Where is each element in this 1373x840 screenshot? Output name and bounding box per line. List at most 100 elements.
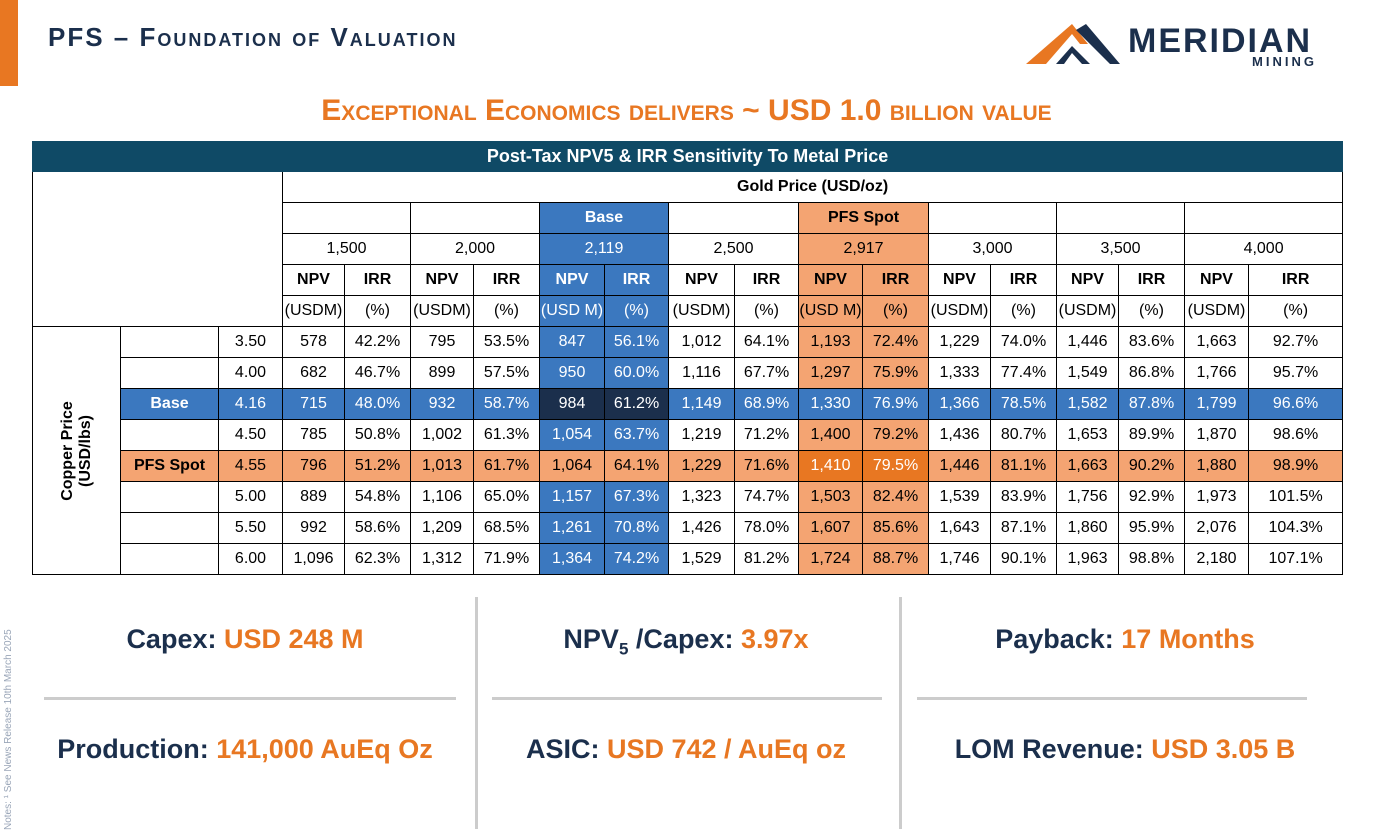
npv-header: NPV [410,264,474,296]
npv-cell: 1,426 [668,512,735,544]
blank-cell [668,202,799,234]
irr-cell: 71.2% [734,419,799,451]
irr-cell: 98.6% [1247,419,1344,451]
npv-cell: 1,096 [282,543,345,575]
divider-horizontal [44,697,456,700]
unit-cell: (%) [1118,295,1185,327]
irr-cell: 80.7% [990,419,1057,451]
irr-header: IRR [990,264,1057,296]
npv-cell: 2,076 [1184,512,1249,544]
npv-cell: 1,002 [410,419,474,451]
npv-cell: 1,366 [928,388,991,420]
payback-value: 17 Months [1121,624,1255,654]
irr-cell: 54.8% [344,481,411,513]
irr-cell: 60.0% [604,357,669,389]
asic-label: ASIC: [525,734,600,764]
copper-price-value: 4.50 [218,419,283,451]
gold-price-cell: 2,917 [798,233,929,265]
irr-header: IRR [1247,264,1344,296]
irr-cell: 95.7% [1247,357,1344,389]
npv-cell: 1,400 [798,419,863,451]
irr-cell: 79.2% [862,419,929,451]
npv-cell: 1,607 [798,512,863,544]
irr-cell: 74.2% [604,543,669,575]
row-label [120,512,219,544]
npv-cell: 932 [410,388,474,420]
irr-cell: 98.9% [1247,450,1344,482]
irr-cell: 57.5% [473,357,540,389]
irr-cell: 67.3% [604,481,669,513]
metric-capex: Capex: USD 248 M [25,624,465,655]
irr-cell: 58.7% [473,388,540,420]
copper-price-value: 5.00 [218,481,283,513]
npv-cell: 1,330 [798,388,863,420]
irr-cell: 58.6% [344,512,411,544]
irr-cell: 85.6% [862,512,929,544]
lom-revenue-label: LOM Revenue: [954,734,1144,764]
logo-name: MERIDIAN [1128,22,1313,60]
irr-cell: 61.7% [473,450,540,482]
unit-cell: (USD M) [539,295,605,327]
irr-cell: 76.9% [862,388,929,420]
table-row: PFS Spot 4.55 796 51.2% 1,013 61.7% 1,064 64.1%… [33,450,1344,482]
npv-header: NPV [539,264,605,296]
unit-cell: (%) [862,295,929,327]
npv-cell: 578 [282,326,345,358]
irr-cell: 90.1% [990,543,1057,575]
npv-cell: 715 [282,388,345,420]
table-row: Base 4.16 715 48.0% 932 58.7% 984 61.2% 1,149 68.… [33,388,1344,420]
irr-cell: 46.7% [344,357,411,389]
divider-horizontal [917,697,1307,700]
npv-cell: 1,229 [928,326,991,358]
npv-cell: 847 [539,326,605,358]
npv-cell: 899 [410,357,474,389]
npv-cell: 950 [539,357,605,389]
table-row: 5.50 992 58.6% 1,209 68.5% 1,261 70.8% 1,426 78.… [33,512,1344,544]
npv-cell: 1,013 [410,450,474,482]
gold-base-label: Base [539,202,669,234]
npv-cell: 1,323 [668,481,735,513]
npv-cell: 1,106 [410,481,474,513]
npv-cell: 1,116 [668,357,735,389]
divider-vertical [899,597,902,829]
copper-price-value: 5.50 [218,512,283,544]
irr-cell: 83.9% [990,481,1057,513]
npv-cell: 1,549 [1056,357,1119,389]
unit-cell: (%) [604,295,669,327]
npv-cell: 1,799 [1184,388,1249,420]
npv-cell: 1,446 [928,450,991,482]
npv-header: NPV [1184,264,1249,296]
irr-cell: 96.6% [1247,388,1344,420]
irr-cell: 64.1% [604,450,669,482]
unit-cell: (%) [344,295,411,327]
npv-header: NPV [668,264,735,296]
npv-cell: 1,193 [798,326,863,358]
copper-price-value: 4.55 [218,450,283,482]
npv-capex-label: NPV5 /Capex: [563,624,734,659]
accent-bar [0,0,18,86]
npv-cell: 1,653 [1056,419,1119,451]
irr-header: IRR [604,264,669,296]
irr-cell: 75.9% [862,357,929,389]
gold-price-cell: 3,000 [928,233,1057,265]
npv-header: NPV [798,264,863,296]
irr-cell: 81.2% [734,543,799,575]
table-row: Copper Price (USD/lbs) 3.50 578 42.2% 795 53.5… [32,326,1344,575]
irr-header: IRR [862,264,929,296]
irr-cell: 86.8% [1118,357,1185,389]
irr-cell: 70.8% [604,512,669,544]
irr-cell: 71.9% [473,543,540,575]
npv-cell: 1,529 [668,543,735,575]
page-title: PFS – Foundation of Valuation [48,22,458,52]
npv-cell: 1,756 [1056,481,1119,513]
irr-header: IRR [344,264,411,296]
npv-cell: 1,312 [410,543,474,575]
production-label: Production: [57,734,209,764]
irr-cell: 42.2% [344,326,411,358]
unit-cell: (USD M) [798,295,863,327]
irr-cell: 83.6% [1118,326,1185,358]
gold-price-cell: 2,500 [668,233,799,265]
npv-header: NPV [282,264,345,296]
production-value: 141,000 AuEq Oz [216,734,433,764]
company-logo: MERIDIAN MINING [1026,20,1326,72]
